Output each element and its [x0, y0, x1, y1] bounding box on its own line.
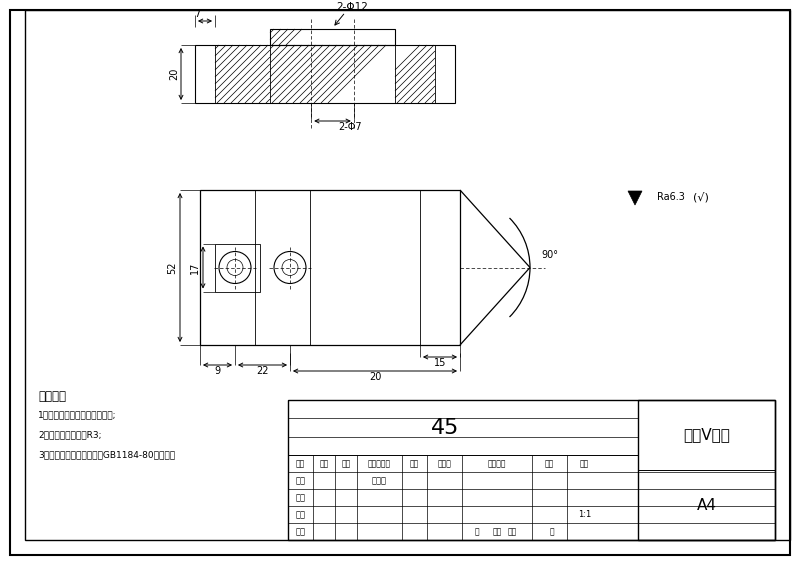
- Text: 45: 45: [431, 418, 460, 437]
- Text: 标准化: 标准化: [372, 476, 387, 485]
- Text: 15: 15: [434, 358, 446, 368]
- Text: 20: 20: [369, 372, 381, 382]
- Text: 1、零件加工表面上不应有划痕;: 1、零件加工表面上不应有划痕;: [38, 410, 117, 419]
- Text: 比例: 比例: [580, 459, 589, 468]
- Text: 更改文件号: 更改文件号: [368, 459, 391, 468]
- Text: 共: 共: [474, 527, 479, 536]
- Text: A4: A4: [697, 498, 717, 512]
- Bar: [215, 244, 260, 292]
- Text: 批准: 批准: [492, 527, 502, 536]
- Text: 重量: 重量: [545, 459, 554, 468]
- Text: 固定V形块: 固定V形块: [683, 428, 730, 442]
- Text: 2-Φ12: 2-Φ12: [337, 2, 369, 12]
- Text: 9: 9: [214, 366, 221, 376]
- Polygon shape: [628, 191, 642, 205]
- Bar: [288, 400, 775, 540]
- Text: 1:1: 1:1: [578, 510, 591, 519]
- Text: 52: 52: [167, 261, 177, 274]
- Text: 技术要求: 技术要求: [38, 390, 66, 403]
- Text: (√): (√): [693, 192, 709, 202]
- Text: 制图: 制图: [295, 493, 306, 502]
- Text: 2-Φ7: 2-Φ7: [338, 122, 362, 132]
- Text: 设计: 设计: [295, 476, 306, 485]
- Text: 20: 20: [169, 68, 179, 80]
- Text: 2、未注明圆角均为R3;: 2、未注明圆角均为R3;: [38, 430, 102, 439]
- Text: 年月日: 年月日: [438, 459, 451, 468]
- Text: 90°: 90°: [542, 250, 558, 260]
- Bar: [200, 190, 460, 345]
- Text: 处数: 处数: [319, 459, 329, 468]
- Bar: [270, 29, 395, 45]
- Text: 标记: 标记: [296, 459, 305, 468]
- Text: 张: 张: [550, 527, 554, 536]
- Text: 7: 7: [194, 9, 200, 19]
- Text: 22: 22: [256, 366, 269, 376]
- Text: 审核: 审核: [295, 510, 306, 519]
- Text: 张第: 张第: [507, 527, 517, 536]
- Text: Ra6.3: Ra6.3: [657, 192, 685, 202]
- Bar: [638, 400, 775, 540]
- Text: 3、未注明形状公差应符合GB1184-80的要求。: 3、未注明形状公差应符合GB1184-80的要求。: [38, 450, 175, 459]
- Text: 工艺: 工艺: [295, 527, 306, 536]
- Text: 17: 17: [190, 261, 200, 273]
- Bar: [288, 400, 638, 455]
- Text: 精度标记: 精度标记: [488, 459, 506, 468]
- Bar: [195, 45, 455, 103]
- Text: 分区: 分区: [342, 459, 350, 468]
- Text: 签名: 签名: [410, 459, 419, 468]
